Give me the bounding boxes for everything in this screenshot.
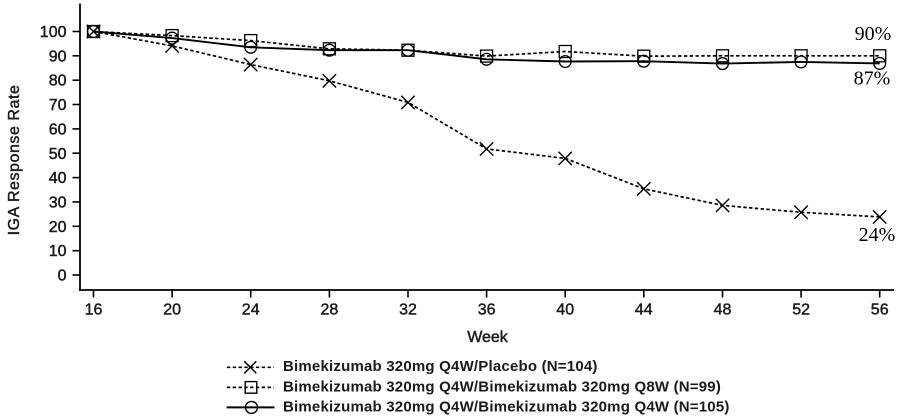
svg-text:IGA Response Rate: IGA Response Rate <box>6 85 23 236</box>
svg-text:40: 40 <box>556 302 574 319</box>
svg-text:44: 44 <box>635 302 653 319</box>
svg-text:28: 28 <box>321 302 339 319</box>
svg-text:10: 10 <box>49 243 67 260</box>
svg-text:Week: Week <box>467 329 509 346</box>
svg-text:24: 24 <box>242 302 260 319</box>
svg-text:Bimekizumab 320mg Q4W/Placebo: Bimekizumab 320mg Q4W/Placebo (N=104) <box>283 358 598 375</box>
svg-text:90: 90 <box>49 48 67 65</box>
svg-text:16: 16 <box>85 302 103 319</box>
svg-text:90%: 90% <box>855 23 892 45</box>
svg-text:52: 52 <box>792 302 810 319</box>
svg-text:100: 100 <box>40 24 67 41</box>
svg-text:20: 20 <box>163 302 181 319</box>
svg-text:36: 36 <box>478 302 496 319</box>
svg-text:30: 30 <box>49 194 67 211</box>
svg-text:0: 0 <box>58 268 67 285</box>
svg-text:48: 48 <box>714 302 732 319</box>
svg-text:56: 56 <box>871 302 889 319</box>
svg-text:24%: 24% <box>859 224 896 246</box>
svg-text:40: 40 <box>49 170 67 187</box>
svg-text:50: 50 <box>49 146 67 163</box>
svg-text:20: 20 <box>49 219 67 236</box>
svg-text:Bimekizumab 320mg Q4W/Bimekizu: Bimekizumab 320mg Q4W/Bimekizumab 320mg … <box>283 398 730 415</box>
svg-text:60: 60 <box>49 121 67 138</box>
svg-text:87%: 87% <box>854 68 891 90</box>
svg-text:32: 32 <box>399 302 417 319</box>
svg-text:70: 70 <box>49 97 67 114</box>
svg-text:Bimekizumab 320mg Q4W/Bimekizu: Bimekizumab 320mg Q4W/Bimekizumab 320mg … <box>283 378 721 395</box>
svg-text:80: 80 <box>49 73 67 90</box>
